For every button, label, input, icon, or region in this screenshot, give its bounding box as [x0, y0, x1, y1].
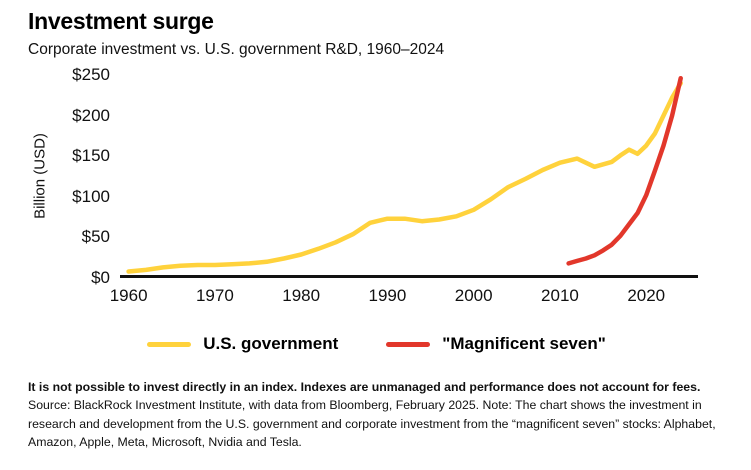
- line-chart: Billion (USD) $250 $200 $150 $100 $50 $0 1960…: [28, 65, 725, 308]
- y-tick-label: $0: [91, 268, 110, 287]
- x-tick-label: 1970: [195, 286, 234, 305]
- y-tick-label: $200: [72, 105, 110, 125]
- plot-area: 1960 1970 1980 1990 2000 2010 2020: [110, 75, 698, 308]
- footnote-source: Source: BlackRock Investment Institute, …: [28, 398, 716, 450]
- legend-item-magnificent-seven: "Magnificent seven": [386, 334, 606, 354]
- chart-subtitle: Corporate investment vs. U.S. government…: [28, 41, 445, 58]
- us-government-swatch: [147, 341, 192, 347]
- x-tick-label: 2000: [454, 286, 493, 305]
- y-axis-ticks: $250 $200 $150 $100 $50 $0: [52, 65, 110, 287]
- x-tick-label: 1960: [109, 286, 148, 305]
- y-axis-title: Billion (USD): [28, 75, 52, 278]
- x-axis-ticks: 1960 1970 1980 1990 2000 2010 2020: [110, 278, 698, 308]
- y-tick-label: $50: [81, 227, 110, 247]
- x-tick-label: 2020: [627, 286, 666, 305]
- y-tick-label: $150: [72, 146, 110, 166]
- x-tick-label: 1980: [282, 286, 321, 305]
- x-tick-label: 1990: [368, 286, 407, 305]
- x-tick-label: 2010: [541, 286, 579, 305]
- chart-canvas: [120, 75, 698, 278]
- legend: U.S. government "Magnificent seven": [28, 334, 725, 354]
- y-axis-title-text: Billion (USD): [31, 133, 49, 219]
- footnote-disclaimer: It is not possible to invest directly in…: [28, 380, 701, 394]
- y-tick-label: $100: [72, 186, 110, 206]
- us-government-legend-label: U.S. government: [203, 334, 339, 353]
- magnificent-seven-swatch: [386, 341, 431, 347]
- y-tick-label: $250: [72, 65, 110, 84]
- magnificent-seven-line: [566, 75, 683, 266]
- us-government-line: [126, 80, 683, 274]
- page-title: Investment surge: [28, 8, 214, 34]
- legend-item-us-government: U.S. government: [147, 334, 338, 354]
- footnote: It is not possible to invest directly in…: [28, 378, 728, 452]
- magnificent-seven-legend-label: "Magnificent seven": [442, 334, 606, 353]
